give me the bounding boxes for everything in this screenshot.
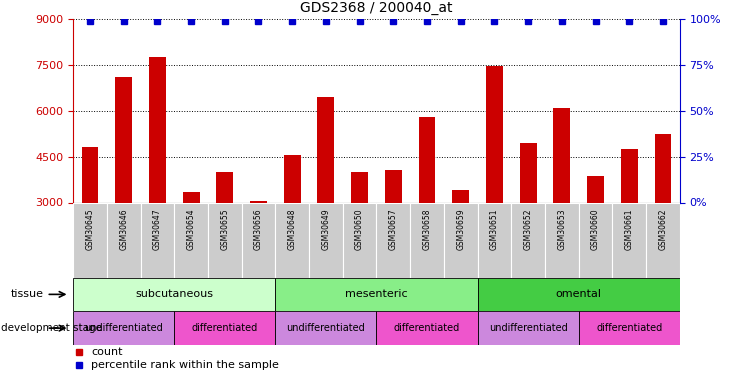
Text: GSM30658: GSM30658	[423, 209, 431, 250]
Bar	[73, 311, 174, 345]
Text: differentiated: differentiated	[394, 323, 460, 333]
Text: differentiated: differentiated	[596, 323, 662, 333]
Text: mesenteric: mesenteric	[345, 290, 408, 299]
Text: percentile rank within the sample: percentile rank within the sample	[91, 360, 279, 370]
Text: GSM30661: GSM30661	[625, 209, 634, 250]
Text: GSM30656: GSM30656	[254, 209, 263, 250]
Bar	[216, 172, 233, 202]
Bar	[284, 155, 300, 203]
Bar	[73, 278, 276, 311]
Text: GSM30650: GSM30650	[355, 209, 364, 250]
Bar	[82, 147, 99, 202]
Bar	[351, 172, 368, 202]
Bar	[183, 192, 200, 202]
Title: GDS2368 / 200040_at: GDS2368 / 200040_at	[300, 1, 452, 15]
Text: GSM30652: GSM30652	[523, 209, 533, 250]
Bar	[107, 202, 140, 278]
Bar	[250, 201, 267, 202]
Bar	[553, 108, 570, 202]
Bar	[486, 66, 503, 203]
Bar	[317, 97, 334, 202]
Bar	[385, 170, 402, 202]
Text: differentiated: differentiated	[192, 323, 258, 333]
Bar	[477, 311, 579, 345]
Bar	[477, 202, 511, 278]
Text: GSM30647: GSM30647	[153, 209, 162, 250]
Bar	[73, 202, 107, 278]
Text: undifferentiated: undifferentiated	[84, 323, 163, 333]
Bar	[419, 117, 436, 202]
Text: GSM30654: GSM30654	[186, 209, 196, 250]
Text: GSM30659: GSM30659	[456, 209, 465, 250]
Bar	[115, 77, 132, 203]
Bar	[579, 311, 680, 345]
Text: GSM30655: GSM30655	[220, 209, 230, 250]
Bar	[343, 202, 376, 278]
Bar	[654, 134, 671, 202]
Bar	[376, 202, 410, 278]
Text: undifferentiated: undifferentiated	[287, 323, 366, 333]
Bar	[579, 202, 613, 278]
Bar	[174, 202, 208, 278]
Bar	[376, 311, 477, 345]
Text: GSM30646: GSM30646	[119, 209, 128, 250]
Text: subcutaneous: subcutaneous	[135, 290, 213, 299]
Bar	[208, 202, 242, 278]
Bar	[477, 278, 680, 311]
Bar	[452, 190, 469, 202]
Bar	[410, 202, 444, 278]
Text: GSM30662: GSM30662	[659, 209, 667, 250]
Bar	[646, 202, 680, 278]
Text: omental: omental	[556, 290, 602, 299]
Text: count: count	[91, 347, 123, 357]
Bar	[545, 202, 579, 278]
Text: GSM30649: GSM30649	[322, 209, 330, 250]
Text: tissue: tissue	[11, 290, 44, 299]
Bar	[276, 202, 309, 278]
Text: GSM30648: GSM30648	[288, 209, 297, 250]
Text: GSM30645: GSM30645	[86, 209, 94, 250]
Text: undifferentiated: undifferentiated	[489, 323, 567, 333]
Text: GSM30651: GSM30651	[490, 209, 499, 250]
Bar	[621, 149, 637, 202]
Text: GSM30653: GSM30653	[557, 209, 567, 250]
Text: GSM30660: GSM30660	[591, 209, 600, 250]
Bar	[276, 311, 376, 345]
Bar	[140, 202, 174, 278]
Bar	[174, 311, 276, 345]
Bar	[587, 177, 604, 203]
Bar	[149, 57, 166, 202]
Bar	[276, 278, 477, 311]
Bar	[613, 202, 646, 278]
Bar	[520, 143, 537, 202]
Bar	[444, 202, 477, 278]
Bar	[242, 202, 276, 278]
Bar	[309, 202, 343, 278]
Text: GSM30657: GSM30657	[389, 209, 398, 250]
Text: development stage: development stage	[1, 323, 102, 333]
Bar	[511, 202, 545, 278]
